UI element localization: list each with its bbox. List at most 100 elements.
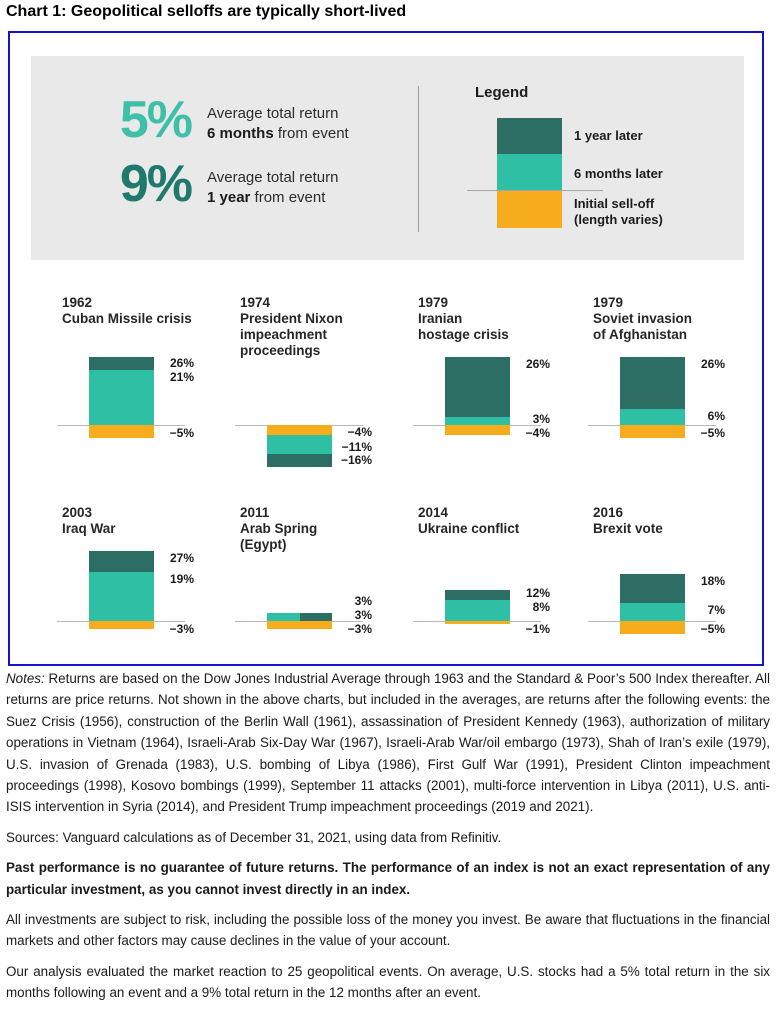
- label-1-year: 3%: [354, 594, 372, 608]
- stat-6month-caption: Average total return 6 months from event: [207, 104, 349, 144]
- label-selloff: −4%: [347, 425, 372, 439]
- page-title: Chart 1: Geopolitical selloffs are typic…: [6, 3, 407, 20]
- event-chart: 2011 Arab Spring (Egypt) 3% 3% −3%: [230, 502, 406, 652]
- event-chart: 1979 Soviet invasion of Afghanistan 26% 6% −5…: [583, 292, 759, 492]
- segment-1-year: [89, 357, 154, 371]
- stat-6month-line1: Average total return: [207, 105, 339, 122]
- event-year: 1974: [240, 295, 271, 310]
- stat-6month-rest: from event: [273, 125, 349, 142]
- event-title: 2003 Iraq War: [62, 505, 116, 537]
- legend-baseline: [467, 190, 603, 191]
- event-title: 1979 Soviet invasion of Afghanistan: [593, 295, 692, 343]
- stat-6month-bold: 6 months: [207, 125, 274, 142]
- label-1-year: −16%: [340, 453, 372, 467]
- event-title-line: President Nixon: [240, 311, 343, 326]
- segment-6-months: [89, 571, 154, 621]
- event-year: 1979: [418, 295, 449, 310]
- label-6-months: 3%: [532, 412, 550, 426]
- event-title: 2016 Brexit vote: [593, 505, 663, 537]
- event-chart: 1979 Iranian hostage crisis 26% 3% −4%: [408, 292, 584, 492]
- label-6-months: 19%: [169, 572, 194, 586]
- footnote-sources: Sources: Vanguard calculations as of Dec…: [6, 829, 502, 845]
- event-title-line: Soviet invasion: [593, 311, 693, 326]
- label-1-year: 26%: [169, 356, 194, 370]
- segment-6-months: [267, 613, 300, 621]
- label-1-year: 26%: [525, 357, 550, 371]
- segment-1-year: [299, 613, 332, 621]
- legend-label-1year: 1 year later: [574, 128, 643, 143]
- segment-initial-selloff: [89, 425, 154, 438]
- footnote-notes-text: Returns are based on the Dow Jones Indus…: [6, 671, 770, 815]
- stat-1year-caption: Average total return 1 year from event: [207, 168, 338, 208]
- label-selloff: −5%: [169, 426, 194, 440]
- segment-6-months: [445, 417, 510, 425]
- event-year: 2016: [593, 505, 624, 520]
- footnotes: Notes: Returns are based on the Dow Jone…: [6, 668, 770, 1013]
- stat-1year-value: 9%: [119, 155, 193, 213]
- segment-6-months: [445, 600, 510, 621]
- footnote-notes-label: Notes:: [6, 671, 45, 686]
- label-6-months: 8%: [532, 600, 550, 614]
- label-6-months: 21%: [169, 370, 194, 384]
- segment-1-year: [267, 453, 332, 467]
- infographic-page: { "page_title": "Chart 1: Geopolitical s…: [6, 3, 770, 1001]
- segment-initial-selloff: [445, 425, 510, 436]
- label-6-months: 7%: [707, 603, 725, 617]
- event-title-line: hostage crisis: [418, 327, 509, 342]
- legend-label-6months: 6 months later: [574, 166, 663, 181]
- label-1-year: 18%: [700, 574, 725, 588]
- label-selloff: −5%: [700, 426, 725, 440]
- segment-1-year: [445, 589, 510, 601]
- event-year: 2011: [240, 505, 270, 520]
- legend-label-selloff: Initial sell-off (length varies): [574, 196, 663, 228]
- label-6-months: −11%: [341, 440, 372, 454]
- event-title-line: Cuban Missile crisis: [62, 311, 192, 326]
- footnote-past-performance: Past performance is no guarantee of futu…: [6, 860, 770, 897]
- event-title-line: proceedings: [240, 343, 321, 358]
- event-year: 1979: [593, 295, 624, 310]
- footnote-analysis: Our analysis evaluated the market reacti…: [6, 963, 770, 1001]
- chart-frame: 5% Average total return 6 months from ev…: [8, 31, 764, 666]
- event-title-line: (Egypt): [240, 537, 287, 552]
- label-6-months: 3%: [354, 608, 372, 622]
- stat-1year-line1: Average total return: [207, 169, 339, 186]
- label-1-year: 26%: [700, 357, 725, 371]
- event-title: 1962 Cuban Missile crisis: [62, 295, 192, 327]
- event-title: 2011 Arab Spring (Egypt): [240, 505, 317, 553]
- segment-6-months: [620, 409, 685, 425]
- stat-1year-rest: from event: [250, 189, 326, 206]
- segment-6-months: [620, 602, 685, 621]
- footnote-notes: Notes: Returns are based on the Dow Jone…: [6, 668, 770, 818]
- segment-initial-selloff: [620, 425, 685, 438]
- legend-swatch-selloff: [497, 191, 562, 228]
- label-1-year: 12%: [525, 586, 550, 600]
- segment-6-months: [89, 370, 154, 425]
- event-chart: 2016 Brexit vote 18% 7% −5%: [583, 502, 759, 652]
- segment-6-months: [267, 435, 332, 454]
- stat-6month-value: 5%: [119, 91, 193, 149]
- event-chart: 1962 Cuban Missile crisis 26% 21% −5%: [52, 292, 228, 492]
- legend-label-selloff-line1: Initial sell-off: [574, 196, 655, 211]
- event-year: 2003: [62, 505, 93, 520]
- event-title-line: Iraq War: [62, 521, 116, 536]
- panel-divider: [418, 86, 419, 232]
- legend-title: Legend: [475, 84, 529, 101]
- label-selloff: −1%: [525, 622, 550, 636]
- event-chart: 1974 President Nixon impeachment proceeding…: [230, 292, 406, 492]
- footnote-risk: All investments are subject to risk, inc…: [6, 912, 770, 949]
- segment-initial-selloff: [445, 621, 510, 624]
- event-title-line: Iranian: [418, 311, 463, 326]
- event-title: 2014 Ukraine conflict: [418, 505, 519, 537]
- segment-initial-selloff: [620, 621, 685, 634]
- segment-1-year: [445, 357, 510, 418]
- segment-1-year: [620, 357, 685, 410]
- event-title-line: Ukraine conflict: [418, 521, 520, 536]
- segment-1-year: [89, 550, 154, 572]
- event-title: 1974 President Nixon impeachment proceeding…: [240, 295, 343, 359]
- stat-1year-bold: 1 year: [207, 189, 251, 206]
- label-6-months: 6%: [707, 409, 725, 423]
- label-selloff: −4%: [525, 426, 550, 440]
- summary-panel: 5% Average total return 6 months from ev…: [31, 56, 744, 260]
- segment-initial-selloff: [89, 621, 154, 629]
- event-chart: 2003 Iraq War 27% 19% −3%: [52, 502, 228, 652]
